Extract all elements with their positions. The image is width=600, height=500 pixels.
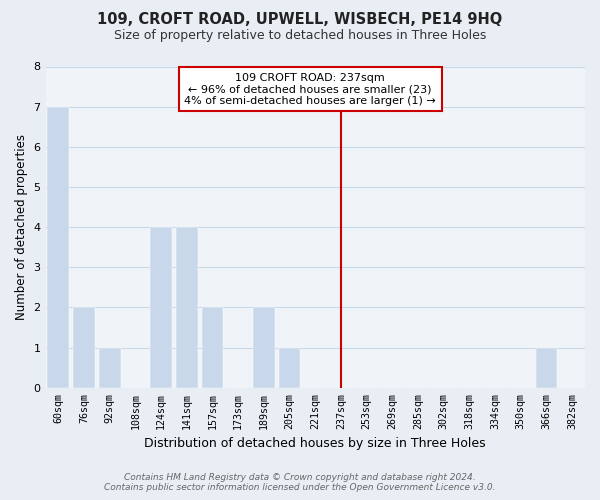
Text: 109 CROFT ROAD: 237sqm
← 96% of detached houses are smaller (23)
4% of semi-deta: 109 CROFT ROAD: 237sqm ← 96% of detached… [184, 72, 436, 106]
Text: Contains HM Land Registry data © Crown copyright and database right 2024.
Contai: Contains HM Land Registry data © Crown c… [104, 473, 496, 492]
X-axis label: Distribution of detached houses by size in Three Holes: Distribution of detached houses by size … [145, 437, 486, 450]
Bar [202, 308, 223, 388]
Bar [73, 308, 95, 388]
Bar [47, 106, 70, 388]
Bar [278, 348, 301, 388]
Bar [176, 227, 198, 388]
Bar [150, 227, 172, 388]
Text: Size of property relative to detached houses in Three Holes: Size of property relative to detached ho… [114, 29, 486, 42]
Text: 109, CROFT ROAD, UPWELL, WISBECH, PE14 9HQ: 109, CROFT ROAD, UPWELL, WISBECH, PE14 9… [97, 12, 503, 28]
Bar [99, 348, 121, 388]
Bar [253, 308, 275, 388]
Bar [536, 348, 557, 388]
Y-axis label: Number of detached properties: Number of detached properties [15, 134, 28, 320]
